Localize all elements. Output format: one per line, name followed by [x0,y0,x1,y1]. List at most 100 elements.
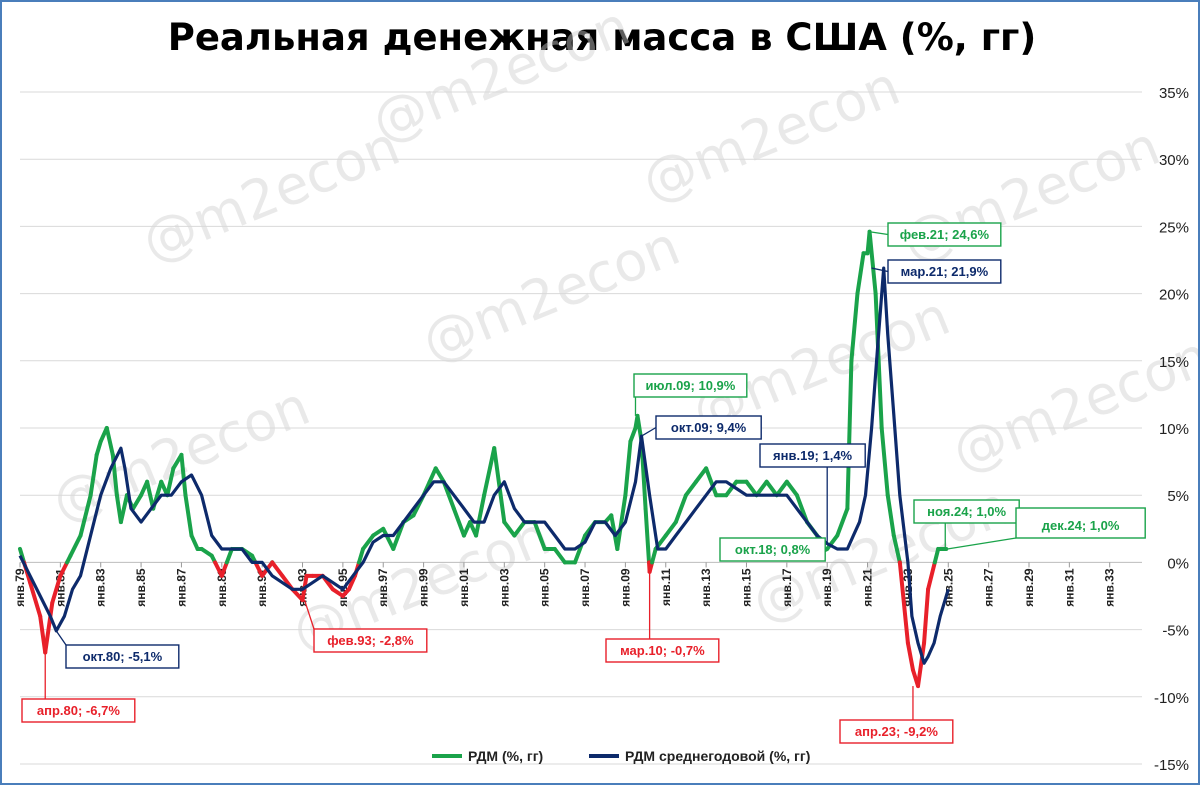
x-tick-label: янв.85 [134,568,148,607]
annotation-label: фев.93; -2,8% [327,633,414,648]
series-rdm-segment [905,641,915,672]
series-rdm-segment [189,533,200,551]
series-rdm-segment [94,439,103,457]
x-tick-label: янв.07 [578,568,592,607]
series-rdm-segment [512,520,527,538]
series-rdm-segment [916,641,927,689]
series-rdm-segment [451,506,466,538]
series-rdm-segment [502,520,517,538]
series-rdm-segment [433,466,446,484]
annotation-label: мар.21; 21,9% [901,264,989,279]
series-rdm-segment [683,479,699,498]
series-rdm-segment [183,493,194,538]
annotation-box [1015,507,1146,539]
x-tick-label: янв.13 [699,568,713,607]
watermark-text: @m2econ [633,54,908,214]
series-rdm-segment [131,493,144,511]
series-rdm-segment [357,546,366,565]
annotation-label: янв.19; 1,4% [773,448,853,463]
x-tick-label: янв.91 [255,568,269,607]
annotation-label: апр.23; -9,2% [855,724,938,739]
chart-title: Реальная денежная масса в США (%, гг) [167,16,1037,59]
annotation-leader [55,630,67,646]
series-rdm-segment [330,587,345,598]
x-tick-label: янв.01 [457,568,471,607]
annotation-label: апр.80; -6,7% [37,703,120,718]
series-rdm-segment [897,560,910,646]
annotation-box [21,698,136,723]
x-tick-label: янв.21 [861,568,875,607]
x-tick-label: янв.03 [497,568,511,607]
x-tick-label: янв.87 [174,568,188,607]
series-rdm-segment [932,546,941,565]
series-rdm-segment [199,546,214,558]
y-tick-label: 35% [1159,85,1189,102]
series-rdm-segment [224,546,234,565]
series-rdm-avg-line [18,266,950,665]
series-rdm-segment [744,479,759,498]
series-rdm-segment [673,493,688,525]
x-tick-label: янв.27 [982,568,996,607]
y-tick-label: -5% [1162,623,1189,640]
y-tick-label: 15% [1159,354,1189,371]
series-rdm-segment [381,526,396,551]
series-rdm-segment [623,439,633,498]
annotation-box [65,644,180,669]
series-rdm-segment [68,533,83,558]
series-rdm-segment [835,506,850,538]
series-rdm-segment [145,479,156,511]
y-tick-label: 25% [1159,219,1189,236]
x-tick-label: янв.17 [780,568,794,607]
y-tick-label: -15% [1154,757,1189,774]
annotation-box [839,719,954,744]
series-rdm-segment [891,533,902,565]
series-rdm-segment [663,520,678,538]
watermark-text: @m2econ [943,324,1198,484]
series-rdm-segment [492,446,507,525]
x-tick-label: янв.31 [1062,568,1076,607]
annotation-box [605,638,720,663]
x-tick-label: янв.99 [417,568,431,607]
series-rdm-segment [926,560,937,592]
annotation-label: окт.09; 9,4% [671,420,747,435]
x-tick-label: янв.09 [618,568,632,607]
series-rdm-segment [346,573,357,592]
annotation-label: ноя.24; 1,0% [927,504,1006,519]
annotation-label: дек.24; 1,0% [1042,518,1120,533]
series-rdm-segment [219,560,229,578]
series-rdm-segment [427,466,438,484]
annotation-box [719,537,826,562]
series-rdm-segment [371,526,386,538]
legend-label-rdm: РДМ (%, гг) [468,748,543,764]
x-tick-label: янв.05 [538,568,552,607]
series-rdm-segment [28,580,43,619]
annotation-label: окт.80; -5,1% [83,649,163,664]
x-tick-label: янв.97 [376,568,390,607]
annotation-box [759,443,866,468]
series-rdm-segment [165,466,176,498]
annotation-box [887,259,1002,284]
series-rdm-segment [704,466,719,498]
x-tick-label: янв.15 [739,568,753,607]
series-rdm-segment [845,358,854,511]
series-rdm-segment [118,493,129,525]
x-tick-label: янв.11 [659,568,673,606]
series-rdm-segment [628,426,638,444]
annotation-label: мар.10; -0,7% [620,643,705,658]
series-rdm-segment [482,446,497,498]
annotation-leader [869,231,889,236]
series-rdm-segment [849,291,860,363]
series-rdm-segment [650,546,658,565]
x-tick-label: янв.81 [53,568,67,607]
series-rdm-segment [724,479,739,498]
series-rdm-segment [88,452,99,498]
annotation-leader [641,426,657,437]
series-rdm-segment [825,533,840,551]
x-tick-label: янв.79 [13,568,27,607]
series-rdm-segment [694,466,709,484]
watermark-text: @m2econ [133,114,408,274]
series-rdm-segment [270,560,285,578]
series-rdm-segment [78,493,93,538]
